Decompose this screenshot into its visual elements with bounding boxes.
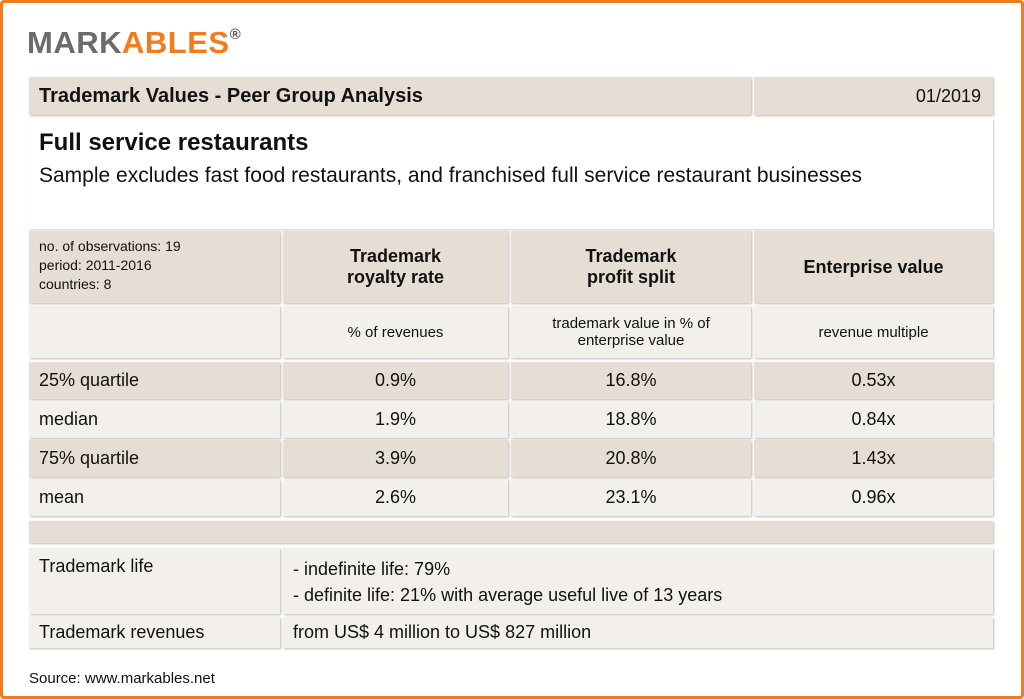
cell-value: 1.9% <box>283 401 508 438</box>
detail-text: from US$ 4 million to US$ 827 million <box>283 617 993 648</box>
cell-value: 18.8% <box>511 401 751 438</box>
cell-value: 3.9% <box>283 440 508 477</box>
column-header: Trademark royalty rate <box>283 231 508 303</box>
column-header: Trademark profit split <box>511 231 751 303</box>
column-header: Enterprise value <box>754 231 993 303</box>
meta-line: countries: 8 <box>39 276 112 292</box>
cell-value: 0.53x <box>754 362 993 399</box>
source: Source: www.markables.net <box>29 670 215 687</box>
cell-value: 16.8% <box>511 362 751 399</box>
meta-line: no. of observations: 19 <box>39 238 181 254</box>
cell-value: 23.1% <box>511 479 751 516</box>
unit: % of revenues <box>283 306 508 358</box>
logo-mark: ® <box>229 26 242 43</box>
meta: no. of observations: 19 period: 2011-201… <box>29 231 280 303</box>
row-label: 75% quartile <box>29 440 280 477</box>
header-title: Trademark Values - Peer Group Analysis <box>29 77 751 115</box>
detail-text: - indefinite life: 79% - definite life: … <box>283 548 993 614</box>
unit: revenue multiple <box>754 306 993 358</box>
logo-dark: MARK <box>27 25 122 60</box>
logo: MARKABLES® <box>27 25 241 61</box>
section-subtitle: Sample excludes fast food restaurants, a… <box>39 164 862 187</box>
unit: trademark value in % of enterprise value <box>511 306 751 358</box>
row-label: mean <box>29 479 280 516</box>
row-label: median <box>29 401 280 438</box>
row-label: 25% quartile <box>29 362 280 399</box>
logo-accent: ABLES <box>122 25 230 60</box>
section-title: Full service restaurants <box>39 129 309 156</box>
spacer-row <box>29 521 993 543</box>
cell-value: 2.6% <box>283 479 508 516</box>
detail-label: Trademark revenues <box>29 617 280 648</box>
cell-value: 0.9% <box>283 362 508 399</box>
cell-value: 1.43x <box>754 440 993 477</box>
header-date: 01/2019 <box>754 77 993 115</box>
cell-value: 0.84x <box>754 401 993 438</box>
cell-value: 20.8% <box>511 440 751 477</box>
cell-value: 0.96x <box>754 479 993 516</box>
meta-line: period: 2011-2016 <box>39 257 152 273</box>
section: Full service restaurants Sample excludes… <box>29 119 993 229</box>
detail-line: - indefinite life: 79% <box>293 559 451 579</box>
detail-label: Trademark life <box>29 548 280 614</box>
units-blank <box>29 306 280 358</box>
detail-line: - definite life: 21% with average useful… <box>293 585 723 605</box>
